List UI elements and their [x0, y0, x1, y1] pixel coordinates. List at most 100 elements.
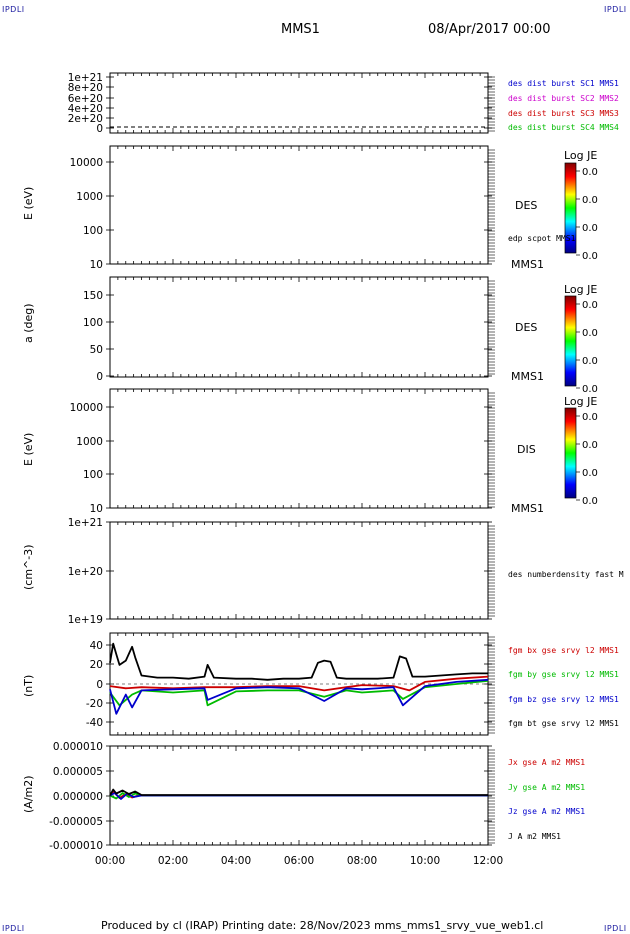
pitch-angle-axis-label: a (deg): [22, 303, 35, 343]
time-tick-label: 00:00: [95, 855, 125, 867]
colorbar-1: [564, 162, 577, 254]
p6-ytick-label: 20: [90, 659, 103, 671]
p1-ytick-label: 6e+20: [68, 93, 103, 105]
des-label-1: DES: [515, 199, 538, 212]
colorbar-2: [564, 295, 577, 387]
colorbar-tick-label: 0.0: [582, 440, 598, 451]
colorbar-tick-label: 0.0: [582, 195, 598, 206]
p2-ytick-label: 100: [83, 225, 103, 237]
dis-label: DIS: [517, 443, 536, 456]
p5-frame: [109, 521, 489, 620]
p6-ytick-label: 0: [96, 679, 103, 691]
colorbar-tick-label: 0.0: [582, 384, 598, 395]
density-axis-label: (cm^-3): [22, 544, 35, 590]
p6-ytick-label: -40: [86, 717, 103, 729]
des-label-2: DES: [515, 321, 538, 334]
series-fgm-bt-gse: [109, 642, 488, 681]
legend-sc1: des dist burst SC1 MMS1: [508, 79, 619, 88]
time-tick-label: 06:00: [284, 855, 314, 867]
colorbar-tick-label: 0.0: [582, 251, 598, 262]
p6-ytick-label: 40: [90, 640, 103, 652]
p6-ytick-label: -20: [86, 698, 103, 710]
legend-bx: fgm bx gse srvy l2 MMS1: [508, 646, 619, 655]
p1-ytick-label: 8e+20: [68, 82, 103, 94]
p2-frame: [109, 145, 489, 265]
legend-sc3: des dist burst SC3 MMS3: [508, 109, 619, 118]
energy-axis-label-des: E (eV): [22, 186, 35, 220]
plot-date: 08/Apr/2017 00:00: [428, 22, 551, 37]
p7-ytick-label: -0.000010: [49, 840, 103, 852]
p1-frame: [109, 72, 489, 134]
legend-jz: Jz gse A m2 MMS1: [508, 807, 586, 816]
series-j-a-m2: [109, 788, 488, 796]
p3-ytick-label: 150: [83, 290, 103, 302]
series-jz-gse-a: [109, 792, 488, 800]
p7-ytick-label: 0.000005: [53, 766, 103, 778]
time-tick-label: 10:00: [410, 855, 440, 867]
p3-frame: [109, 276, 489, 378]
corner-mark-top-right: IPDLI: [604, 5, 627, 14]
legend-sc2: des dist burst SC2 MMS2: [508, 94, 619, 103]
p4-ytick-label: 100: [83, 469, 103, 481]
time-tick-label: 04:00: [221, 855, 251, 867]
current-axis-label: (A/m2): [22, 775, 35, 813]
p2-ytick-label: 1000: [76, 191, 103, 203]
p5-ytick-label: 1e+20: [68, 566, 103, 578]
scpot-label: edp scpot MMS1: [508, 234, 576, 243]
p7-ytick-label: -0.000005: [49, 816, 103, 828]
colorbar-title-1: Log JE: [564, 149, 598, 162]
p1-ytick-label: 2e+20: [68, 113, 103, 125]
colorbar-tick-label: 0.0: [582, 300, 598, 311]
time-tick-label: 08:00: [347, 855, 377, 867]
colorbar-tick-label: 0.0: [582, 412, 598, 423]
corner-mark-bottom-left: IPDLI: [2, 924, 25, 933]
p5-ytick-label: 1e+19: [68, 614, 103, 626]
p1-ytick-label: 1e+21: [68, 72, 103, 84]
p3-ytick-label: 0: [96, 371, 103, 383]
legend-jy: Jy gse A m2 MMS1: [508, 783, 586, 792]
colorbar-tick-label: 0.0: [582, 496, 598, 507]
p4-ytick-label: 10: [90, 503, 103, 515]
colorbar-title-3: Log JE: [564, 395, 598, 408]
legend-bz: fgm bz gse srvy l2 MMS1: [508, 695, 619, 704]
series-fgm-bz-gse: [109, 678, 489, 715]
p5-ytick-label: 1e+21: [68, 517, 103, 529]
colorbar-3: [564, 407, 577, 499]
field-axis-label: (nT): [22, 674, 35, 697]
corner-mark-top-left: IPDLI: [2, 5, 25, 14]
p4-frame: [109, 388, 489, 509]
p1-ytick-label: 0: [96, 123, 103, 135]
series-fgm-bx-gse: [109, 675, 489, 692]
p7-ytick-label: 0.000000: [53, 791, 103, 803]
p4-ytick-label: 10000: [70, 402, 103, 414]
corner-mark-bottom-right: IPDLI: [604, 924, 627, 933]
time-tick-label: 02:00: [158, 855, 188, 867]
p7-ytick-label: 0.000010: [53, 741, 103, 753]
p4-ytick-label: 1000: [76, 436, 103, 448]
legend-sc4: des dist burst SC4 MMS4: [508, 123, 619, 132]
colorbar-tick-label: 0.0: [582, 328, 598, 339]
p1-ytick-label: 4e+20: [68, 103, 103, 115]
legend-jx: Jx gse A m2 MMS1: [508, 758, 586, 767]
p3-ytick-label: 50: [90, 344, 103, 356]
colorbar-tick-label: 0.0: [582, 356, 598, 367]
p2-ytick-label: 10000: [70, 157, 103, 169]
legend-j: J A m2 MMS1: [508, 832, 561, 841]
p3-ytick-label: 100: [83, 317, 103, 329]
density-legend: des numberdensity fast M: [508, 570, 624, 579]
mission-title: MMS1: [281, 22, 320, 37]
series-fgm-by-gse: [109, 679, 489, 707]
energy-axis-label-dis: E (eV): [22, 432, 35, 466]
footer-text: Produced by cl (IRAP) Printing date: 28/…: [101, 919, 544, 932]
time-tick-label: 12:00: [473, 855, 503, 867]
colorbar-title-2: Log JE: [564, 283, 598, 296]
p2-ytick-label: 10: [90, 259, 103, 271]
legend-bt: fgm bt gse srvy l2 MMS1: [508, 719, 619, 728]
spacecraft-label-1: MMS1: [511, 258, 544, 271]
colorbar-tick-label: 0.0: [582, 167, 598, 178]
legend-by: fgm by gse srvy l2 MMS1: [508, 670, 619, 679]
colorbar-tick-label: 0.0: [582, 223, 598, 234]
spacecraft-label-2: MMS1: [511, 370, 544, 383]
colorbar-tick-label: 0.0: [582, 468, 598, 479]
